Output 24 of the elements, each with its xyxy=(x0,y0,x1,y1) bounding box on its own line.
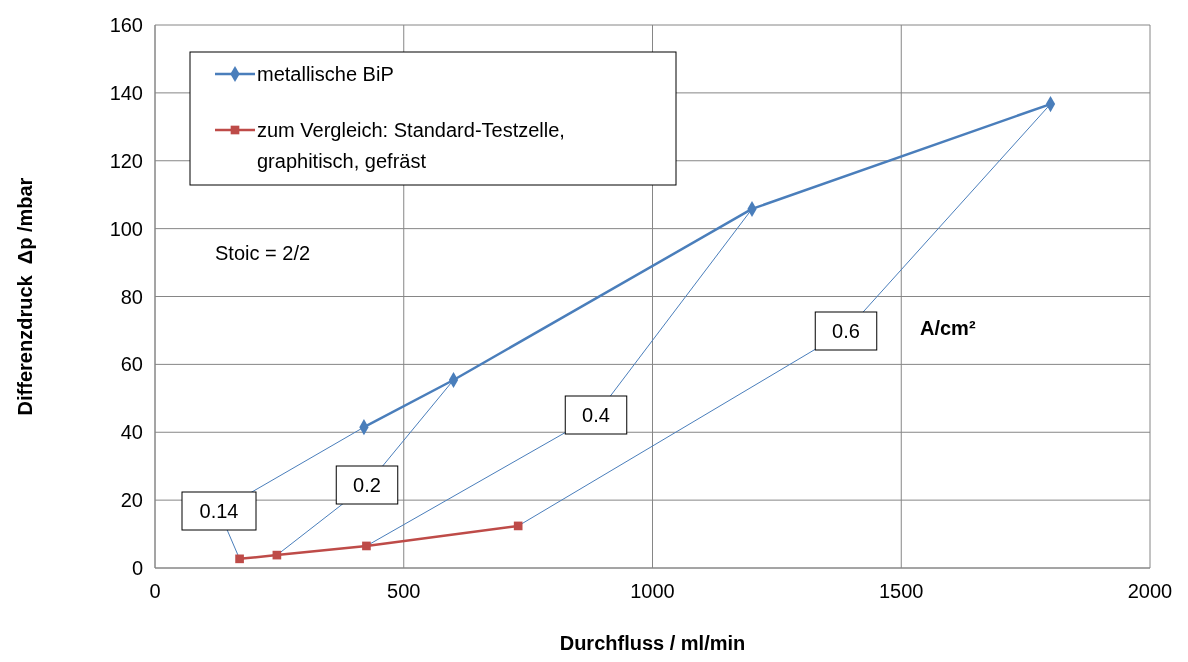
y-tick-label: 160 xyxy=(109,14,143,36)
y-tick-label: 140 xyxy=(109,81,143,104)
annotation: 0.4 xyxy=(582,404,610,426)
annotation: 0.2 xyxy=(353,474,381,496)
y-tick-label: 100 xyxy=(109,217,143,240)
annotation: A/cm² xyxy=(920,317,976,339)
annotation: Stoic = 2/2 xyxy=(215,242,311,264)
y-axis-title: Differenzdruck Δp /mbar xyxy=(14,177,36,416)
x-axis-title: Durchfluss / ml/min xyxy=(559,632,746,654)
x-tick-label: 1000 xyxy=(630,580,675,602)
x-tick-label: 2000 xyxy=(1127,580,1173,602)
x-tick-label: 500 xyxy=(387,580,421,602)
y-tick-label: 120 xyxy=(109,149,143,172)
annotation: 0.14 xyxy=(199,500,239,522)
y-tick-label: 80 xyxy=(120,285,143,308)
legend-label: zum Vergleich: Standard-Testzelle, graphitisch, gefräst xyxy=(257,119,565,172)
x-tick-label: 1500 xyxy=(879,580,924,602)
y-tick-label: 0 xyxy=(131,557,143,579)
x-tick-label: 0 xyxy=(149,580,161,602)
legend-label: metallische BiP xyxy=(257,63,394,85)
y-tick-label: 40 xyxy=(120,421,143,444)
y-tick-label: 20 xyxy=(120,489,143,512)
annotation: 0.6 xyxy=(832,320,860,342)
y-tick-label: 60 xyxy=(120,353,143,376)
